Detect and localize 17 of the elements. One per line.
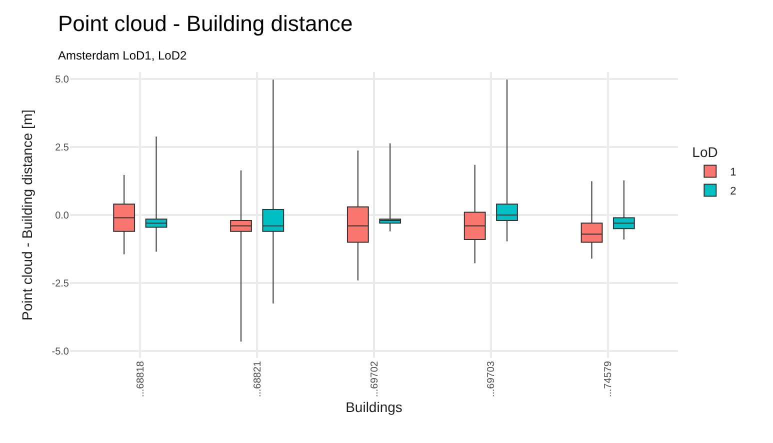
y-tick-label: 5.0 (55, 74, 70, 86)
y-tick-label: -5.0 (52, 346, 70, 358)
x-tick-label: ...69703 (486, 360, 498, 398)
x-tick-label: ...68821 (252, 360, 264, 398)
legend-label: 2 (730, 186, 736, 198)
y-tick-label: -2.5 (52, 278, 70, 290)
chart-subtitle: Amsterdam LoD1, LoD2 (58, 48, 188, 63)
legend-label: 1 (730, 166, 736, 179)
y-axis-title: Point cloud - Building distance [m] (19, 110, 35, 320)
x-tick-label: ...74579 (603, 360, 614, 398)
chart-title: Point cloud - Building distance (58, 11, 353, 36)
y-tick-label: 0.0 (55, 210, 70, 222)
legend-title: LoD (692, 144, 718, 160)
x-tick-label: ...68818 (135, 360, 146, 398)
y-tick-label: 2.5 (55, 142, 70, 154)
x-tick-label: ...69702 (369, 360, 380, 398)
x-axis-title: Buildings (346, 399, 402, 416)
